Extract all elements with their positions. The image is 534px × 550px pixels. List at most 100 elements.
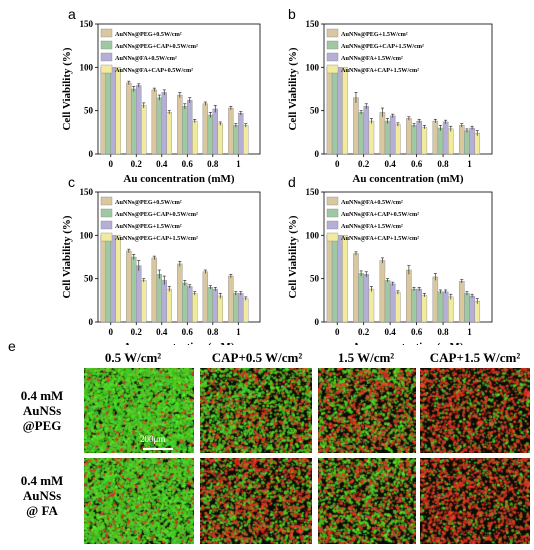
y-tick-label: 150 xyxy=(306,19,320,29)
row-label-fa: 0.4 mM AuNSs @ FA xyxy=(0,473,84,518)
y-tick-label: 50 xyxy=(84,274,94,284)
bar xyxy=(474,301,481,323)
x-tick-label: 0 xyxy=(335,327,340,337)
x-tick-label: 0.2 xyxy=(131,159,143,169)
legend-entry: AuNNs@PEG+0.5W/cm² xyxy=(115,31,182,38)
x-tick-label: 0.2 xyxy=(358,159,370,169)
column-header-2: CAP+0.5 W/cm² xyxy=(211,350,303,365)
bar xyxy=(192,293,198,323)
bar xyxy=(182,282,188,323)
bar xyxy=(161,92,167,155)
bar xyxy=(212,288,218,323)
y-tick-label: 100 xyxy=(80,230,94,240)
bar xyxy=(105,67,111,155)
legend-entry: AuNNs@FA+CAP+0.5W/cm² xyxy=(115,67,193,74)
bar xyxy=(458,281,465,323)
legend-swatch xyxy=(326,196,339,206)
scale-bar-label: 200μm xyxy=(140,434,166,444)
bar xyxy=(207,114,214,155)
bar xyxy=(331,235,338,323)
bar xyxy=(384,120,391,155)
bar xyxy=(406,118,412,155)
bar xyxy=(100,235,106,323)
panel-label: b xyxy=(288,6,296,22)
bar xyxy=(337,235,343,323)
y-tick-label: 50 xyxy=(310,106,320,116)
x-tick-label: 0.4 xyxy=(156,327,168,337)
legend-entry: AuNNs@PEG+CAP+0.5W/cm² xyxy=(115,211,198,218)
legend-entry: AuNNs@FA+0.5W/cm² xyxy=(341,199,403,206)
bar xyxy=(411,125,417,155)
bar xyxy=(469,127,475,155)
x-tick-label: 0 xyxy=(109,159,114,169)
micrograph-peg-1-5w xyxy=(318,368,416,453)
y-tick-label: 0 xyxy=(315,149,320,159)
y-axis-label: Cell Viability (%) xyxy=(61,47,73,130)
bar xyxy=(126,82,132,155)
bar xyxy=(432,276,439,323)
bar xyxy=(131,88,137,155)
panel-label: c xyxy=(68,174,75,190)
panel-label: a xyxy=(68,6,76,22)
x-tick-label: 0.4 xyxy=(385,159,397,169)
bar xyxy=(337,67,343,155)
x-tick-label: 0.4 xyxy=(156,159,168,169)
column-header-4: CAP+1.5 W/cm² xyxy=(429,350,521,365)
bar xyxy=(406,269,412,323)
bar xyxy=(353,253,359,323)
bar xyxy=(379,260,386,323)
x-tick-label: 0.8 xyxy=(207,159,219,169)
x-tick-label: 1 xyxy=(236,159,241,169)
x-axis-label: Au concentration (mM) xyxy=(352,173,464,185)
legend-entry: AuNNs@FA+CAP+0.5W/cm² xyxy=(341,211,419,218)
bar xyxy=(437,291,444,323)
bar xyxy=(421,126,428,155)
bar xyxy=(442,121,449,155)
bar xyxy=(156,97,162,155)
x-tick-label: 0.4 xyxy=(385,327,397,337)
bar xyxy=(151,257,158,323)
bar xyxy=(416,120,422,155)
bar xyxy=(384,280,391,323)
bar xyxy=(228,107,234,155)
legend-entry: AuNNs@FA+1.5W/cm² xyxy=(341,223,403,230)
bar xyxy=(432,120,439,155)
y-axis-label: Cell Viability (%) xyxy=(287,215,299,298)
bar xyxy=(177,94,183,155)
bar xyxy=(326,67,333,155)
x-tick-label: 0.6 xyxy=(182,159,194,169)
chart-panel-a: a 0 50 100 150 Cell Viability (%) 0 0.2 0.4 0.6 0.… xyxy=(61,6,261,185)
x-tick-label: 0.6 xyxy=(182,327,194,337)
y-tick-label: 50 xyxy=(310,274,320,284)
legend-entry: AuNNs@PEG+CAP+1.5W/cm² xyxy=(341,43,424,50)
scale-bar xyxy=(143,448,173,450)
bar xyxy=(389,115,396,155)
bar xyxy=(126,250,132,323)
micrograph-fa-cap-1-5w xyxy=(420,458,530,544)
bar xyxy=(469,295,475,323)
chart-panel-b: b 0 50 100 150 Cell Viability (%) 0 0.2 0.4 0.6 0.… xyxy=(287,6,493,185)
bar xyxy=(207,287,214,323)
x-tick-label: 1 xyxy=(467,327,472,337)
bar xyxy=(238,113,244,155)
bar xyxy=(156,274,162,323)
bar xyxy=(141,280,147,323)
x-tick-label: 0 xyxy=(335,159,340,169)
x-axis-label: Au concentration (mM) xyxy=(123,341,235,345)
bar xyxy=(217,295,223,323)
bar xyxy=(110,235,116,323)
bar xyxy=(379,112,386,155)
x-tick-label: 1 xyxy=(467,159,472,169)
y-axis-label: Cell Viability (%) xyxy=(61,215,73,298)
bar xyxy=(342,235,348,323)
y-tick-label: 0 xyxy=(89,149,94,159)
legend-swatch xyxy=(326,220,339,230)
bar xyxy=(326,235,333,323)
bar xyxy=(151,89,158,155)
legend-swatch xyxy=(326,232,339,242)
legend-swatch xyxy=(100,196,113,206)
x-tick-label: 0.2 xyxy=(358,327,370,337)
bar xyxy=(358,273,364,323)
x-axis-label: Au concentration (mM) xyxy=(123,173,235,185)
x-tick-label: 0.8 xyxy=(207,327,219,337)
